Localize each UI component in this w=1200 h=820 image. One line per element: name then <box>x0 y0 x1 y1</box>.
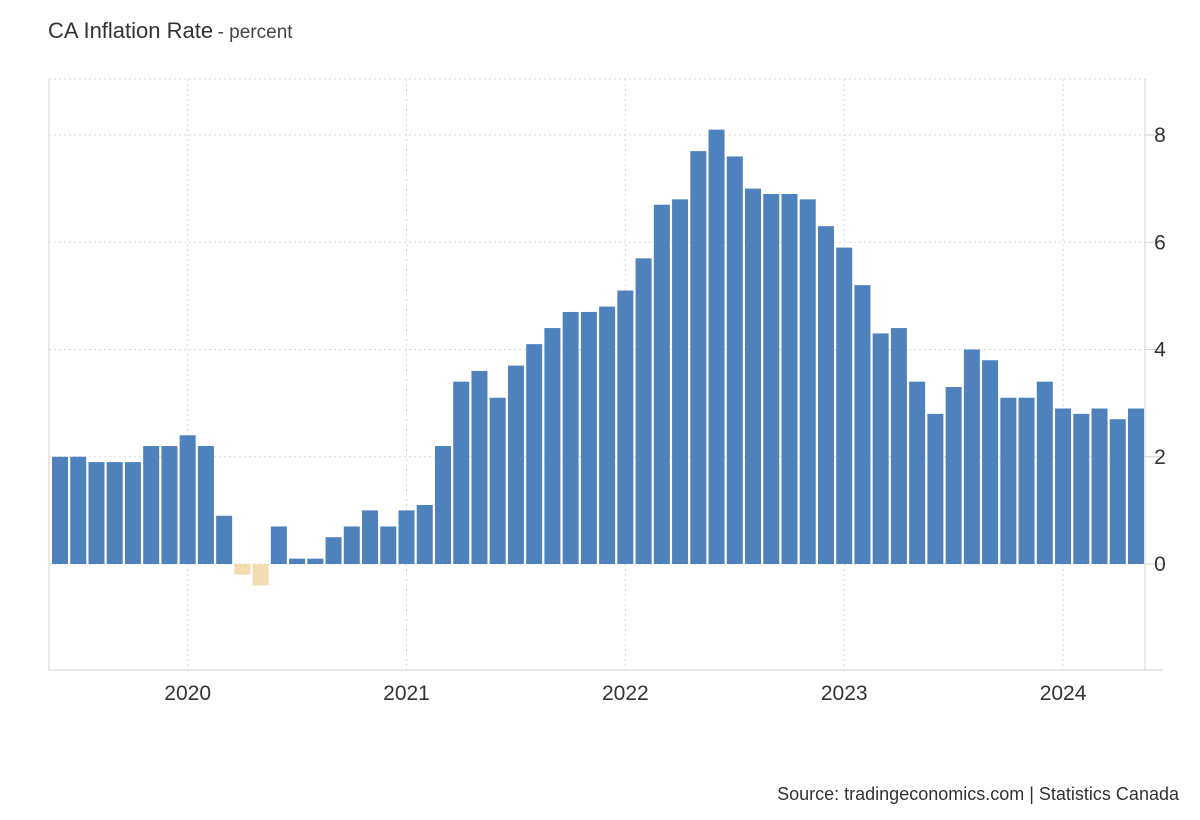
bar <box>234 564 251 575</box>
chart-title: CA Inflation Rate <box>48 18 214 43</box>
bar <box>781 193 798 565</box>
bar <box>635 258 652 564</box>
y-tick-label: 4 <box>1154 339 1166 362</box>
bar <box>507 365 524 564</box>
bar <box>1036 381 1053 564</box>
bar <box>982 360 999 564</box>
bar <box>617 290 634 564</box>
y-tick-label: 2 <box>1154 446 1166 469</box>
bar <box>1018 397 1035 564</box>
x-tick-label: 2022 <box>602 682 649 705</box>
bar <box>52 456 68 564</box>
chart-subtitle: - percent <box>217 22 293 43</box>
x-tick-label: 2021 <box>383 682 430 705</box>
bar <box>197 446 214 564</box>
bar <box>799 199 816 564</box>
x-tick-label: 2024 <box>1040 682 1087 705</box>
bar <box>161 446 178 564</box>
bar <box>362 510 379 564</box>
bar <box>726 156 743 564</box>
y-tick-label: 0 <box>1154 553 1166 576</box>
bar <box>817 226 834 564</box>
bar <box>398 510 415 564</box>
bar <box>270 526 287 564</box>
bar <box>599 306 616 564</box>
bar <box>580 311 597 564</box>
bar <box>124 462 141 564</box>
bar <box>690 151 707 564</box>
x-tick-label: 2020 <box>164 682 211 705</box>
bar <box>489 397 506 564</box>
bar <box>927 413 944 564</box>
bar <box>854 285 871 564</box>
bar <box>380 526 397 564</box>
bar <box>653 204 670 564</box>
bar <box>143 446 160 564</box>
bar <box>179 435 196 564</box>
bar <box>544 328 561 564</box>
bar <box>453 381 470 564</box>
bar <box>672 199 689 564</box>
y-tick-label: 8 <box>1154 124 1166 147</box>
bar <box>307 558 324 564</box>
bar <box>416 505 433 564</box>
bar <box>252 564 269 586</box>
bar <box>88 462 105 564</box>
bar <box>562 311 579 564</box>
bar <box>1055 408 1072 564</box>
bar <box>1091 408 1108 564</box>
bar <box>526 344 543 564</box>
bar <box>963 349 980 564</box>
y-tick-label: 6 <box>1154 231 1166 254</box>
bar <box>106 462 123 564</box>
bar <box>890 328 907 564</box>
bar <box>1109 419 1126 564</box>
bar <box>325 537 342 564</box>
bar <box>1000 397 1017 564</box>
chart-title-block: CA Inflation Rate - percent <box>48 18 293 44</box>
bar <box>216 515 233 564</box>
bar <box>708 129 725 564</box>
bar <box>836 247 853 565</box>
bar <box>343 526 360 564</box>
bar <box>1073 413 1090 564</box>
bar <box>1128 408 1144 564</box>
x-tick-label: 2023 <box>821 682 868 705</box>
bar <box>909 381 926 564</box>
bar <box>745 188 762 564</box>
bar <box>434 446 451 564</box>
bar <box>70 456 87 564</box>
bar <box>763 193 780 565</box>
bar <box>471 370 488 564</box>
bar <box>289 558 306 564</box>
bar <box>945 387 962 564</box>
source-note: Source: tradingeconomics.com | Statistic… <box>777 784 1179 804</box>
bar <box>872 333 889 564</box>
